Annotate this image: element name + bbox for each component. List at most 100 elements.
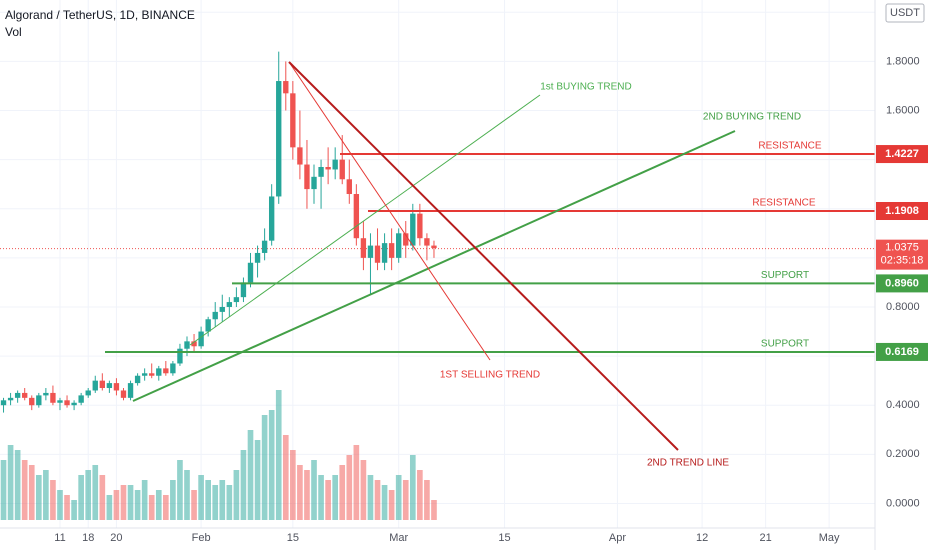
volume-bar xyxy=(254,440,261,520)
y-tick-label: 0.8000 xyxy=(886,301,920,313)
volume-bar xyxy=(212,485,219,520)
candle-body xyxy=(127,383,134,398)
volume-bar xyxy=(205,480,211,520)
volume-bar xyxy=(106,495,113,520)
volume-bar xyxy=(402,480,409,520)
candle-body xyxy=(92,380,98,391)
y-tick-label: 0.2000 xyxy=(886,448,920,460)
candle-body xyxy=(149,373,155,376)
volume-bar xyxy=(14,450,21,520)
candle-body xyxy=(353,194,360,239)
volume-bar xyxy=(297,465,303,520)
volume-bar xyxy=(21,460,28,520)
candle-body xyxy=(36,395,42,406)
last-price-tag xyxy=(876,239,928,270)
volume-bar xyxy=(57,490,63,520)
volume-bar xyxy=(290,450,296,520)
volume-bar xyxy=(64,495,70,520)
candle-body xyxy=(22,392,28,398)
volume-bar xyxy=(431,500,437,520)
volume-bar xyxy=(367,475,374,520)
candle-body xyxy=(276,81,282,197)
price-tag xyxy=(876,145,928,164)
volume-bar xyxy=(233,470,240,520)
volume-bar xyxy=(7,445,14,520)
candle-body xyxy=(50,392,56,403)
volume-bar xyxy=(113,490,120,520)
x-tick-label: 11 xyxy=(54,532,65,544)
candle-body xyxy=(417,213,423,239)
trend-line xyxy=(288,61,679,451)
volume-bar xyxy=(43,470,49,520)
x-tick-label: 12 xyxy=(696,532,708,544)
candle-body xyxy=(268,196,275,241)
candle-body xyxy=(163,368,169,374)
trend-label: 2ND TREND LINE xyxy=(647,458,729,469)
trend-line xyxy=(288,61,491,361)
volume-bar xyxy=(226,485,233,520)
candle-body xyxy=(403,233,409,246)
volume-bar xyxy=(339,465,346,520)
volume-bar xyxy=(120,485,127,520)
volume-bar xyxy=(275,390,282,520)
candle-body xyxy=(212,311,218,320)
candle-body xyxy=(332,159,338,170)
volume-bar xyxy=(155,490,162,520)
y-tick-label: 1.8000 xyxy=(886,55,920,67)
candle-body xyxy=(247,262,254,283)
candle-body xyxy=(311,176,317,190)
price-tag-label: 1.1908 xyxy=(885,205,919,217)
volume-bar xyxy=(141,480,148,520)
x-tick-label: 15 xyxy=(498,532,510,544)
candle-body xyxy=(198,331,204,347)
last-price-label: 1.0375 xyxy=(885,242,919,254)
x-tick-label: 21 xyxy=(760,532,772,544)
candle-body xyxy=(7,397,14,401)
volume-bar xyxy=(409,455,416,520)
candle-body xyxy=(99,380,105,389)
volume-bar xyxy=(50,480,56,520)
volume-bar xyxy=(99,475,106,520)
volume-bar xyxy=(127,485,134,520)
trend-label: 1st BUYING TREND xyxy=(540,82,632,93)
volume-bar xyxy=(134,490,141,520)
volume-bar xyxy=(85,470,92,520)
candle-body xyxy=(0,400,7,406)
volume-bar xyxy=(163,495,169,520)
x-tick-label: Apr xyxy=(609,532,626,544)
currency-label[interactable]: USDT xyxy=(890,7,920,19)
volume-bar xyxy=(268,410,275,520)
x-tick-label: May xyxy=(819,532,840,544)
volume-bar xyxy=(424,480,430,520)
candle-body xyxy=(283,81,289,94)
currency-box[interactable] xyxy=(885,3,925,23)
candle-body xyxy=(141,373,148,376)
y-tick-label: 0.4000 xyxy=(886,399,920,411)
countdown-label: 02:35:18 xyxy=(881,255,924,267)
volume-bar xyxy=(71,500,77,520)
x-tick-label: 18 xyxy=(82,532,94,544)
candle-body xyxy=(156,368,162,376)
candle-body xyxy=(339,159,345,180)
candle-body xyxy=(374,245,381,263)
volume-bar xyxy=(311,460,317,520)
volume-bar xyxy=(247,430,254,520)
candle-body xyxy=(106,383,113,389)
candle-body xyxy=(170,363,176,374)
candle-body xyxy=(304,164,310,190)
candle-body xyxy=(381,243,388,263)
volume-bar xyxy=(28,465,35,520)
candle-body xyxy=(290,93,296,148)
candle-body xyxy=(325,166,331,170)
volume-bar xyxy=(35,475,42,520)
level-label: SUPPORT xyxy=(761,270,809,281)
y-tick-label: 1.6000 xyxy=(886,104,920,116)
y-tick-label: 0.0000 xyxy=(886,497,920,509)
price-tag-label: 0.6169 xyxy=(885,346,919,358)
candle-body xyxy=(261,240,268,253)
candle-body xyxy=(226,302,233,307)
trend-label: 1ST SELLING TREND xyxy=(440,370,540,381)
candle-body xyxy=(71,402,77,406)
candle-body xyxy=(205,319,211,332)
